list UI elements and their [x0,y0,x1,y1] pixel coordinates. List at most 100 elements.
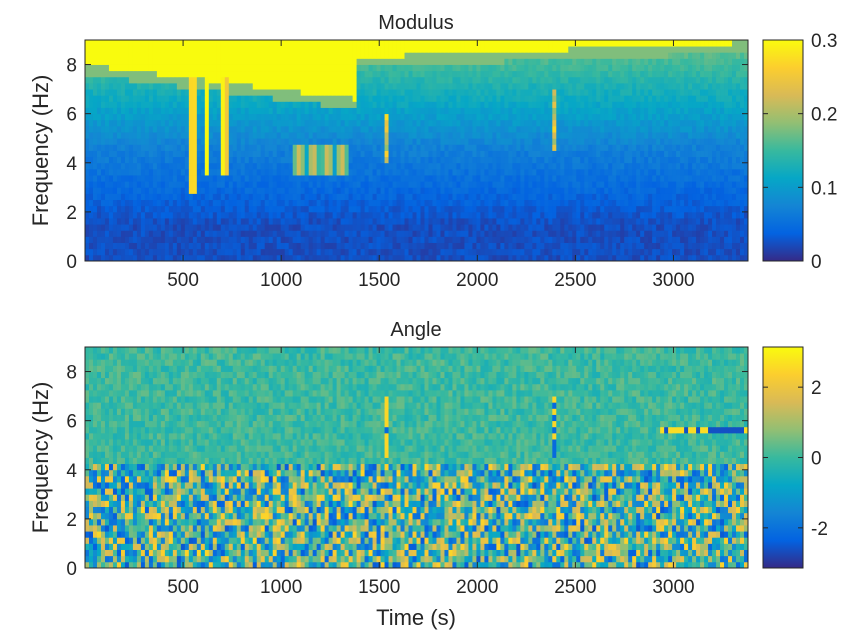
heatmap-cell [428,138,433,145]
heatmap-cell [380,101,385,108]
heatmap-cell [476,211,481,219]
heatmap-cell [136,70,142,78]
heatmap-cell [688,76,693,84]
heatmap-cell [520,175,525,182]
heatmap-cell [96,193,102,201]
heatmap-cell [372,119,377,127]
heatmap-cell [548,211,553,219]
heatmap-cell [328,181,334,188]
heatmap-cell [288,156,294,164]
heatmap-cell [484,113,489,121]
heatmap-cell [460,82,465,90]
heatmap-cell [152,168,158,176]
heatmap-cell [312,224,318,231]
heatmap-cell [304,242,310,250]
heatmap-cell [440,156,445,164]
heatmap-cell [120,193,126,201]
heatmap-cell [212,113,218,121]
heatmap-cell [356,107,361,115]
heatmap-cell [268,125,274,133]
heatmap-cell [584,175,589,182]
heatmap-cell [708,101,713,108]
heatmap-cell [144,89,150,96]
heatmap-cell [688,187,693,194]
heatmap-cell [264,187,270,194]
heatmap-cell [528,150,533,158]
heatmap-cell [624,254,629,261]
heatmap-cell [668,218,673,225]
heatmap-cell [208,199,214,207]
heatmap-cell [668,254,673,261]
heatmap-cell [200,119,206,127]
heatmap-cell [124,95,130,102]
heatmap-cell [456,162,461,170]
heatmap-cell [548,144,553,151]
heatmap-cell [560,168,565,176]
heatmap-cell [704,119,709,127]
heatmap-cell [600,125,605,133]
heatmap-cell [228,211,234,219]
heatmap-cell [628,242,633,250]
heatmap-cell [136,205,142,213]
heatmap-cell [244,101,250,108]
heatmap-cell [336,76,342,84]
heatmap-cell [420,82,425,90]
heatmap-cell [732,193,737,201]
heatmap-cell [85,113,90,121]
heatmap-cell [560,224,565,231]
heatmap-cell [156,254,162,261]
heatmap-cell [204,187,210,194]
heatmap-cell [532,156,537,164]
heatmap-cell [292,181,298,188]
heatmap-cell [484,224,489,231]
heatmap-cell [708,76,713,84]
heatmap-cell [532,119,537,127]
heatmap-cell [464,248,469,256]
heatmap-cell [244,205,250,213]
heatmap-cell [612,211,617,219]
heatmap-cell [160,230,166,237]
heatmap-cell [596,199,601,207]
heatmap-cell [176,187,182,194]
heatmap-cell [208,248,214,256]
heatmap-cell [616,193,621,201]
heatmap-cell [396,236,401,243]
heatmap-cell [240,242,246,250]
heatmap-cell [132,156,138,164]
heatmap-cell [320,162,326,170]
heatmap-cell [408,132,413,139]
heatmap-cell [240,162,246,170]
heatmap-cell [652,76,657,84]
heatmap-cell [236,144,242,151]
heatmap-cell [96,205,102,213]
heatmap-cell [740,175,745,182]
heatmap-cell [120,150,126,158]
heatmap-cell [308,144,314,151]
heatmap-cell [288,150,294,158]
heatmap-cell [168,181,174,188]
heatmap-cell [316,205,322,213]
heatmap-cell [424,175,429,182]
heatmap-cell [288,132,294,139]
heatmap-cell [296,138,302,145]
heatmap-cell [204,224,210,231]
heatmap-cell [100,248,106,256]
heatmap-cell [308,162,314,170]
heatmap-cell [692,230,697,237]
heatmap-cell [300,230,306,237]
heatmap-cell [576,242,581,250]
heatmap-cell [584,224,589,231]
heatmap-cell [376,236,381,243]
heatmap-cell [668,181,673,188]
heatmap-cell [432,193,437,201]
heatmap-cell [404,211,409,219]
heatmap-cell [656,162,661,170]
heatmap-cell [348,242,353,250]
heatmap-cell [724,162,729,170]
heatmap-cell [464,132,469,139]
heatmap-cell [132,125,138,133]
heatmap-cell [728,144,733,151]
heatmap-cell [296,150,302,158]
heatmap-cell [540,95,545,102]
heatmap-cell [408,199,413,207]
